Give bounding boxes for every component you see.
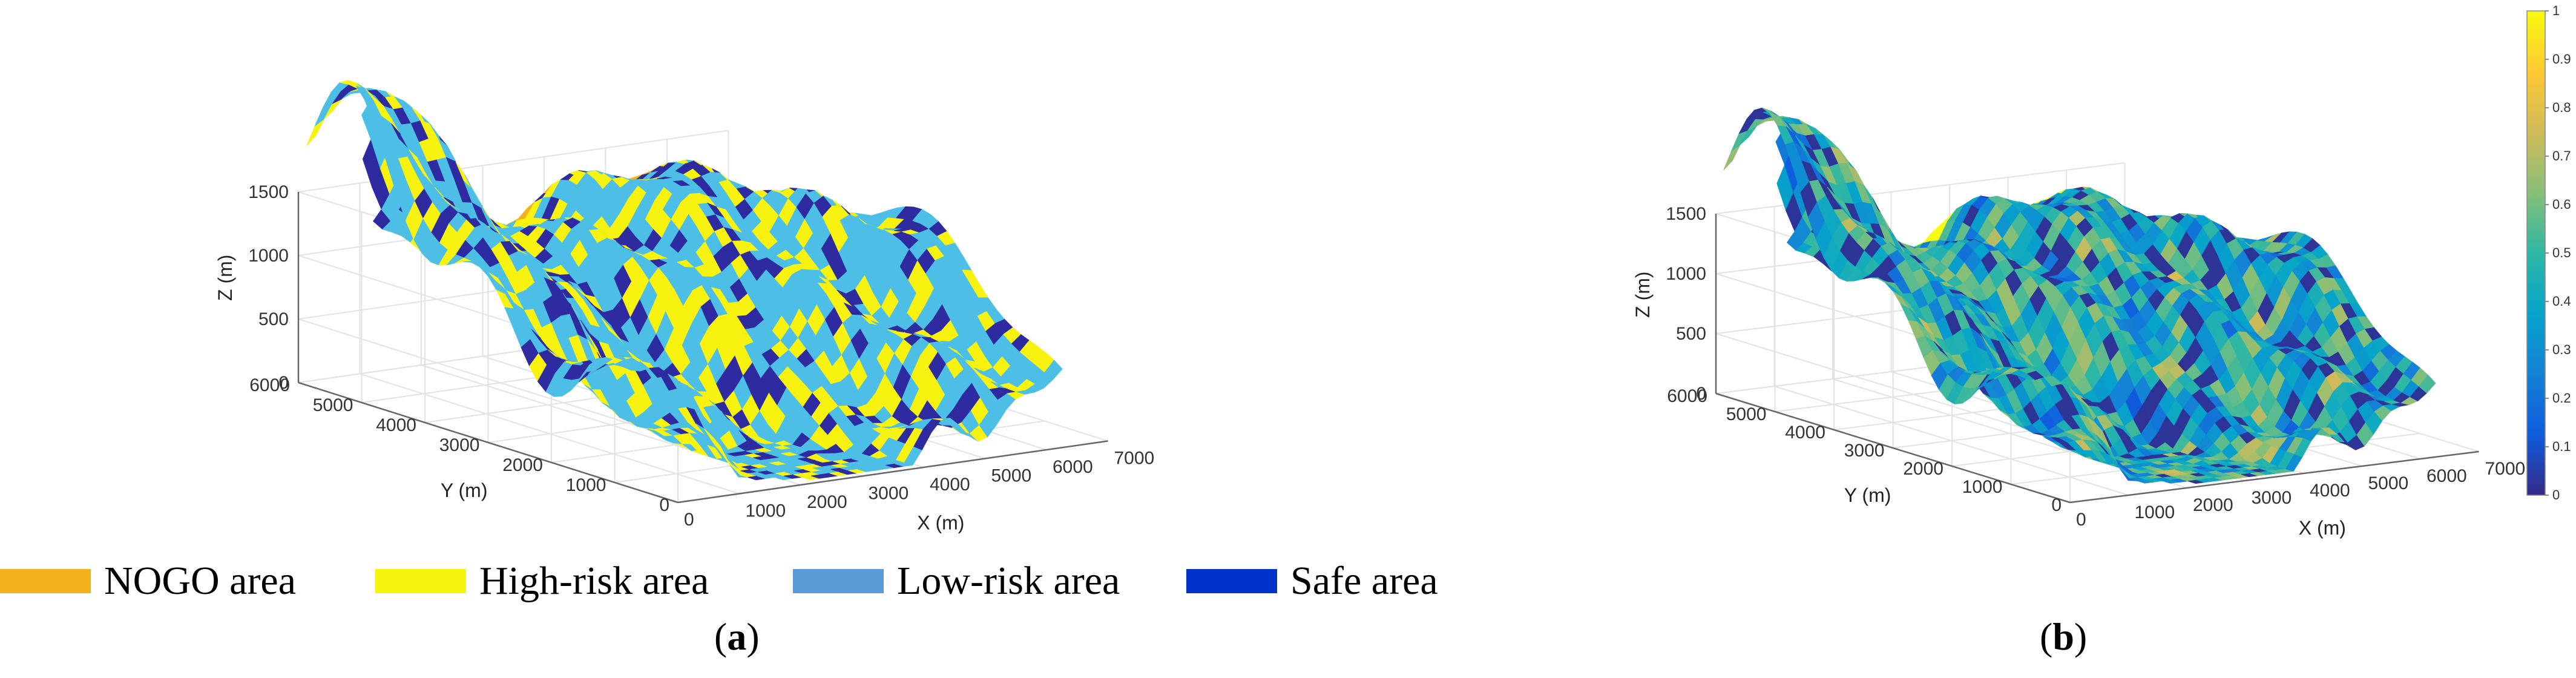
colorbar-tick-label: 0.9	[2552, 51, 2571, 67]
y-tick-label: 0	[2051, 495, 2062, 515]
colorbar-tick-label: 0.7	[2552, 148, 2571, 163]
caption-a-letter: a	[727, 615, 747, 658]
y-tick-label: 4000	[1785, 423, 1825, 443]
x-tick-label: 3000	[2252, 488, 2292, 508]
legend-item-nogo: NOGO area	[0, 557, 296, 605]
y-axis-line	[298, 381, 678, 504]
surface-cell	[2419, 374, 2436, 393]
z-tick-label: 500	[1676, 324, 1706, 344]
legend-item-high-risk: High-risk area	[375, 557, 709, 605]
colorbar-tick-label: 0.6	[2552, 197, 2571, 212]
z-tick-label: 1000	[1666, 264, 1706, 284]
x-tick-label: 3000	[869, 484, 909, 504]
z-tick-label: 500	[258, 309, 289, 329]
x-tick-label: 4000	[2310, 481, 2350, 501]
tick-labels: 0 1000 2000 3000 4000 5000 6000 700001000200030…	[214, 182, 1154, 533]
legend-label-nogo: NOGO area	[104, 559, 297, 603]
legend-swatch-high-risk	[375, 569, 466, 593]
z-tick-label: 1500	[248, 182, 289, 202]
legend-label-safe: Safe area	[1290, 559, 1438, 603]
legend-label-low-risk: Low-risk area	[897, 559, 1120, 603]
legend-item-low-risk: Low-risk area	[793, 557, 1120, 605]
terrain-surface	[306, 80, 1063, 481]
colorbar-tick-label: 0.4	[2552, 294, 2571, 309]
y-tick-label: 5000	[1726, 404, 1767, 424]
x-axis-line	[2069, 450, 2479, 504]
colorbar-tick-label: 0.5	[2552, 245, 2571, 260]
y-axis-label: Y (m)	[1844, 484, 1891, 506]
surface-cell	[306, 119, 325, 146]
y-tick-label: 2000	[502, 455, 543, 475]
colorbar-tick-label: 0.3	[2552, 342, 2571, 357]
x-tick-label: 0	[2076, 510, 2086, 530]
z-tick-label: 1000	[248, 246, 289, 266]
colorbar-tick-label: 0.8	[2552, 100, 2571, 115]
panel-a: 0 1000 2000 3000 4000 5000 6000 7000 0 1000 2000 30…	[214, 80, 1154, 533]
x-axis-line	[677, 440, 1108, 504]
y-tick-label: 6000	[1667, 386, 1707, 406]
z-tick-label: 1500	[1666, 204, 1706, 224]
colorbar-tick-label: 0.2	[2552, 390, 2571, 406]
x-tick-label: 2000	[807, 492, 847, 512]
legend-swatch-nogo	[0, 569, 91, 593]
z-axis-label: Z (m)	[1632, 271, 1654, 317]
caption-b-close: )	[2074, 615, 2088, 658]
x-tick-label: 1000	[746, 501, 786, 521]
chart-b-terrain-plot: 0 1000 2000 3000 4000 5000 6000 700001000200030…	[1632, 3, 2571, 539]
x-tick-label: 5000	[2368, 473, 2409, 493]
caption-b-letter: b	[2052, 615, 2074, 658]
y-tick-label: 1000	[1962, 477, 2003, 497]
x-tick-label: 0	[684, 510, 694, 530]
z-axis-label: Z (m)	[214, 255, 236, 301]
caption-a-close: )	[746, 615, 760, 658]
y-tick-label: 6000	[249, 375, 290, 395]
colorbar-tick-label: 1	[2552, 3, 2560, 18]
panel-b: 0 1000 2000 3000 4000 5000 6000 7000 0 1000 2000 30…	[1574, 0, 2576, 678]
y-tick-label: 0	[659, 495, 669, 515]
x-tick-label: 1000	[2135, 502, 2175, 522]
x-tick-label: 5000	[991, 466, 1032, 486]
y-tick-label: 3000	[1844, 441, 1885, 461]
x-tick-label: 7000	[1114, 449, 1155, 469]
x-tick-label: 6000	[2426, 466, 2467, 486]
surface-cell	[1723, 144, 1741, 171]
legend-swatch-safe	[1186, 569, 1277, 593]
tick-labels: 0 1000 2000 3000 4000 5000 6000 700001000200030…	[1632, 204, 2525, 539]
y-tick-label: 1000	[566, 475, 606, 495]
y-tick-label: 3000	[439, 435, 480, 455]
y-tick-label: 5000	[313, 395, 353, 415]
caption-a-open: (	[714, 615, 728, 658]
y-axis-line	[1715, 392, 2071, 504]
legend-label-high-risk: High-risk area	[479, 559, 709, 603]
x-axis-label: X (m)	[917, 512, 964, 533]
z-tick-label: 0	[278, 373, 289, 393]
x-tick-label: 7000	[2485, 459, 2526, 479]
surface-cell	[1044, 360, 1063, 380]
caption-a: (a)	[714, 614, 760, 659]
legend-item-safe: Safe area	[1186, 557, 1438, 605]
caption-b: (b)	[2040, 614, 2087, 659]
y-axis-label: Y (m)	[441, 479, 488, 501]
x-tick-label: 6000	[1053, 457, 1093, 477]
z-tick-label: 0	[1696, 384, 1706, 404]
caption-b-open: (	[2040, 615, 2053, 658]
legend-swatch-low-risk	[793, 569, 884, 593]
terrain-surface	[1723, 107, 2436, 484]
colorbar-tick-label: 0	[2552, 487, 2560, 502]
x-axis-label: X (m)	[2299, 517, 2346, 539]
colorbar-gradient	[2526, 10, 2546, 496]
chart-a-terrain-plot: 0 1000 2000 3000 4000 5000 6000 700001000200030…	[214, 80, 1154, 533]
y-tick-label: 4000	[376, 415, 416, 435]
colorbar: 0 0.1 0.2 0.3 0.4 0.5 0.6 0.7 0.8 0.9 1	[2526, 3, 2571, 502]
colorbar-tick-label: 0.1	[2552, 439, 2571, 454]
y-tick-label: 2000	[1903, 459, 1944, 479]
legend: NOGO area High-risk area Low-risk area S…	[0, 557, 1513, 605]
x-tick-label: 2000	[2193, 495, 2233, 515]
x-tick-label: 4000	[930, 475, 970, 495]
